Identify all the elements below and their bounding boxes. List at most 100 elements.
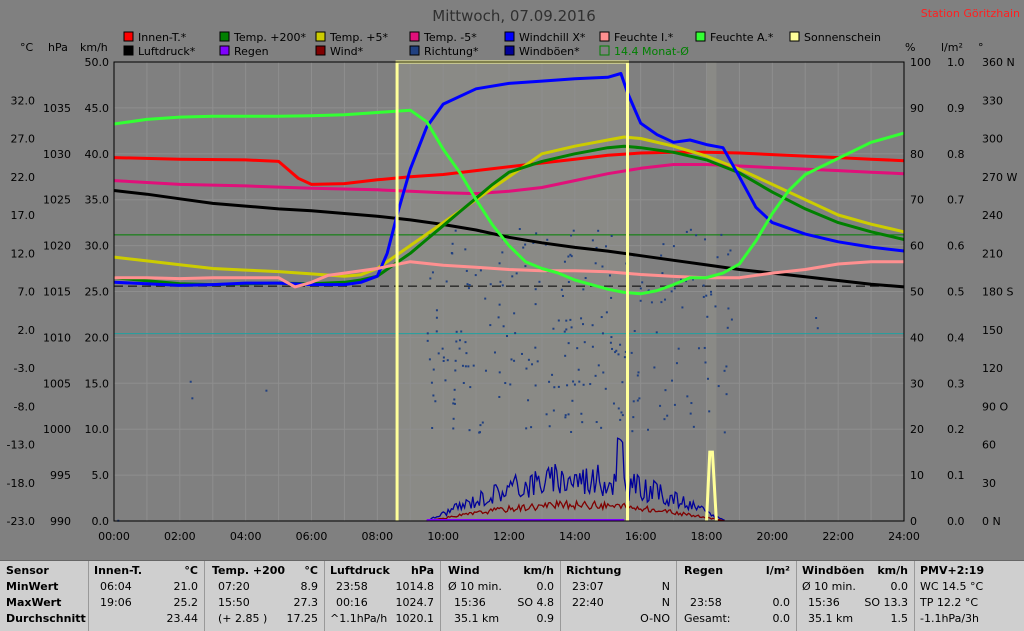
direction-point xyxy=(426,332,429,335)
direction-point xyxy=(501,284,504,287)
direction-point xyxy=(653,366,656,369)
direction-point xyxy=(679,278,682,281)
direction-point xyxy=(564,416,567,419)
station-name: Station Göritzhain xyxy=(921,7,1020,20)
stats-innen-title: Innen-T. xyxy=(94,564,143,577)
direction-tick-label: 90 O xyxy=(982,400,1008,413)
direction-point xyxy=(666,414,669,417)
stats-innen-min-time: 06:04 xyxy=(100,580,132,593)
legend-swatch xyxy=(695,31,706,42)
legend-label: Windchill X* xyxy=(519,31,586,44)
direction-point xyxy=(619,418,622,421)
direction-point xyxy=(502,325,505,328)
temp-tick-label: 22.0 xyxy=(11,171,36,184)
humidity-tick-label: 30 xyxy=(910,377,924,390)
direction-point xyxy=(633,329,636,332)
direction-point xyxy=(464,341,467,344)
direction-point xyxy=(564,414,567,417)
direction-point xyxy=(602,371,605,374)
humidity-tick-label: 20 xyxy=(910,423,924,436)
temp-tick-label: -8.0 xyxy=(14,400,35,413)
direction-point xyxy=(570,234,573,237)
direction-point xyxy=(498,395,501,398)
direction-point xyxy=(514,332,517,335)
stats-richtung-column: Richtung 23:07 N 22:40 N O-NO xyxy=(560,561,677,631)
direction-point xyxy=(565,328,568,331)
direction-point xyxy=(609,341,612,344)
direction-point xyxy=(458,339,461,342)
stats-luftdruck-title: Luftdruck xyxy=(330,564,390,577)
stats-richtung-max-value: N xyxy=(661,596,670,609)
temp-tick-label: -3.0 xyxy=(14,362,35,375)
direction-point xyxy=(705,294,708,297)
stats-temp200-column: Temp. +200 °C 07:20 8.9 15:50 27.3 (+ 2.85 … xyxy=(204,561,325,631)
stats-innen-unit: °C xyxy=(184,564,198,577)
direction-point xyxy=(510,358,513,361)
stats-temp200-avg-value: 17.25 xyxy=(286,612,319,625)
direction-point xyxy=(513,359,516,362)
direction-point xyxy=(632,416,635,419)
direction-point xyxy=(504,382,507,385)
direction-point xyxy=(569,253,572,256)
stats-luftdruck-min-value: 1014.8 xyxy=(395,580,435,593)
direction-point xyxy=(671,379,674,382)
direction-point xyxy=(442,359,445,362)
legend: Innen-T.* Temp. +200* Temp. +5* Temp. -5* Wi… xyxy=(123,31,881,58)
series-line xyxy=(113,108,905,296)
direction-point xyxy=(431,271,434,274)
stats-windboeen-unit: km/h xyxy=(877,564,908,577)
stats-sensor-column: Sensor MinWert MaxWert Durchschnitt xyxy=(0,561,89,631)
direction-point xyxy=(729,249,732,252)
direction-point xyxy=(673,403,676,406)
direction-point xyxy=(726,326,729,329)
direction-point xyxy=(432,368,435,371)
direction-point xyxy=(617,407,620,410)
direction-point xyxy=(455,340,458,343)
direction-point xyxy=(597,364,600,367)
direction-point xyxy=(621,414,624,417)
direction-point xyxy=(582,288,585,291)
humidity-tick-label: 90 xyxy=(910,102,924,115)
direction-point xyxy=(565,319,568,322)
legend-swatch xyxy=(315,31,326,42)
direction-point xyxy=(513,312,516,315)
legend-label: Luftdruck* xyxy=(138,45,196,58)
direction-point xyxy=(664,298,667,301)
stats-temp200-unit: °C xyxy=(304,564,318,577)
time-tick-label: 06:00 xyxy=(296,530,328,543)
direction-point xyxy=(638,397,641,400)
stats-wind-avg-value: 0.9 xyxy=(536,612,555,625)
pressure-tick-label: 1035 xyxy=(43,102,71,115)
direction-point xyxy=(534,346,537,349)
direction-point xyxy=(612,402,615,405)
wind-unit: km/h xyxy=(80,41,108,54)
stats-wind-column: Wind km/h Ø 10 min. 0.0 15:36 SO 4.8 35.1 k… xyxy=(440,561,561,631)
direction-point xyxy=(552,409,555,412)
direction-point xyxy=(265,389,268,392)
direction-point xyxy=(452,427,455,430)
axis-units: °C hPa km/h % l/m² ° xyxy=(20,41,984,54)
direction-point xyxy=(489,324,492,327)
direction-point xyxy=(452,402,455,405)
direction-point xyxy=(454,369,457,372)
wind-tick-label: 40.0 xyxy=(85,148,110,161)
direction-point xyxy=(464,248,467,251)
direction-point xyxy=(714,305,717,308)
wind-tick-label: 20.0 xyxy=(85,331,110,344)
stats-max-label: MaxWert xyxy=(6,596,62,609)
direction-point xyxy=(545,413,548,416)
direction-point xyxy=(710,290,713,293)
direction-point xyxy=(472,364,475,367)
direction-point xyxy=(578,380,581,383)
wind-tick-label: 10.0 xyxy=(85,423,110,436)
rain-tick-label: 0.5 xyxy=(947,286,965,299)
legend-label: Feuchte I.* xyxy=(614,31,674,44)
direction-point xyxy=(573,383,576,386)
direction-point xyxy=(434,400,437,403)
direction-point xyxy=(442,356,445,359)
direction-point xyxy=(571,399,574,402)
pressure-tick-label: 1015 xyxy=(43,286,71,299)
direction-point xyxy=(641,281,644,284)
time-tick-label: 10:00 xyxy=(427,530,459,543)
legend-label: Innen-T.* xyxy=(138,31,187,44)
